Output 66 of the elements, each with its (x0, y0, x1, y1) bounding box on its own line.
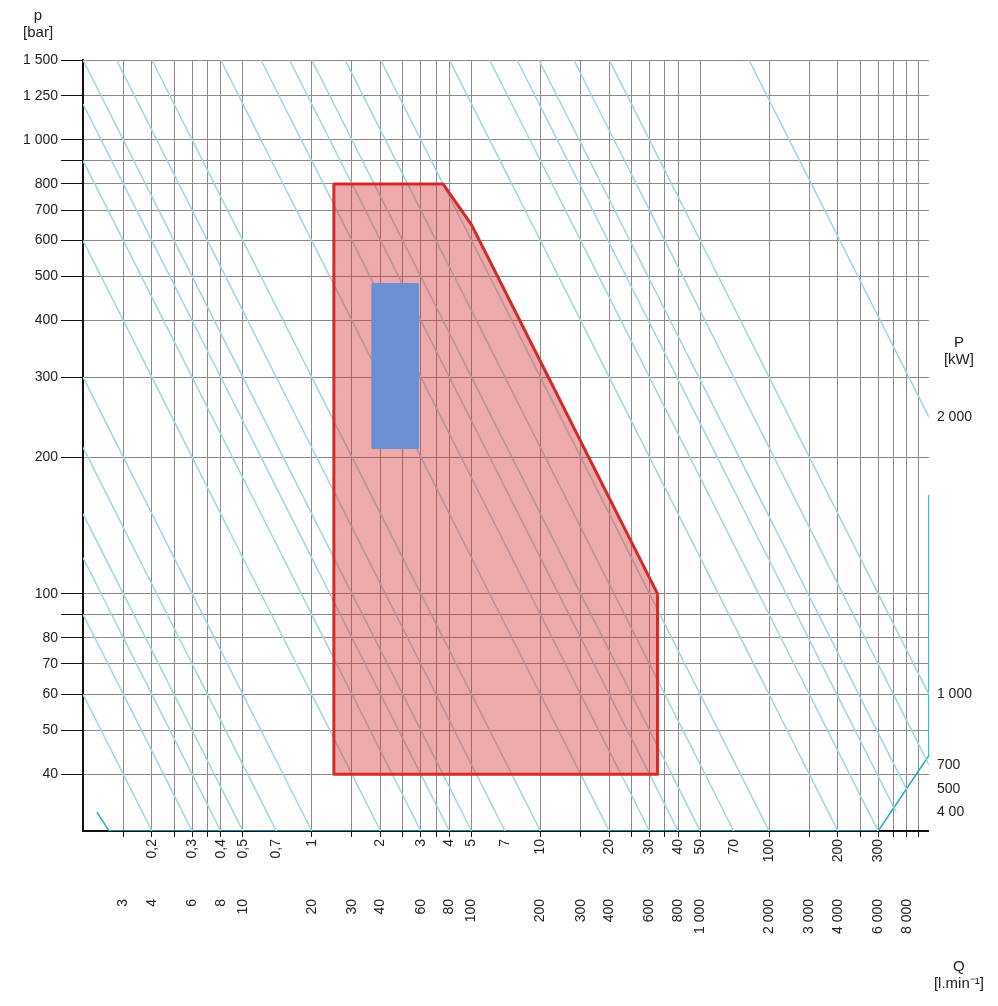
annotation: 5 (462, 838, 479, 847)
y-tick-label: 400 (34, 311, 59, 328)
x-tick-label: 1 000 (691, 898, 708, 935)
annotation: 70 (724, 838, 741, 855)
annotation: 2 000 (936, 407, 973, 424)
annotation: 4 (440, 838, 457, 847)
x-tick-label: 40 (371, 898, 388, 915)
x-tick-label: 8 000 (897, 898, 914, 935)
annotation: 0,7 (267, 838, 284, 859)
y-axis-title: p [bar] (23, 6, 54, 40)
annotation: 2 (371, 838, 388, 847)
y-tick-label: 200 (34, 447, 59, 464)
y-tick-label: 1 000 (22, 130, 59, 147)
annotation: 40 (668, 838, 685, 855)
x-tick-label: 4 000 (828, 898, 845, 935)
x-tick-label: 6 (183, 898, 199, 907)
annotation: 300 (869, 838, 886, 863)
y-tick-label: 70 (42, 654, 59, 671)
annotation: 3 (411, 838, 428, 847)
x-tick-label: 800 (668, 898, 685, 923)
y-tick-label: 50 (42, 721, 59, 738)
y-tick-label: 60 (42, 685, 59, 702)
annotation: 0,4 (211, 838, 228, 859)
x-tick-label: 30 (342, 898, 359, 915)
y-tick-label: 500 (34, 267, 59, 284)
x-tick-label: 60 (411, 898, 428, 915)
x-tick-label: 80 (440, 898, 457, 915)
annotation: 0,3 (183, 838, 199, 859)
annotation: 0,5 (233, 838, 250, 859)
y2-axis-title: P [kW] (943, 333, 974, 368)
annotation: 7 (495, 838, 512, 847)
annotation: 100 (759, 838, 776, 863)
annotation: 200 (828, 838, 845, 863)
annotation: 20 (600, 838, 617, 855)
annotation: 10 (531, 838, 548, 855)
annotation: 30 (640, 838, 657, 855)
x-tick-label: 300 (571, 898, 588, 923)
x-tick-label: 10 (233, 898, 250, 915)
annotation: 4 00 (936, 803, 965, 820)
x-tick-label: 20 (302, 898, 319, 915)
annotation: 0,2 (142, 838, 159, 859)
annotation: 50 (691, 838, 708, 855)
x-tick-label: 2 000 (759, 898, 776, 935)
x-tick-label: 200 (531, 898, 548, 923)
annotation: 1 (302, 838, 319, 847)
x-tick-label: 4 (142, 898, 159, 907)
y-tick-label: 300 (34, 368, 59, 385)
y-tick-label: 1 250 (22, 86, 59, 103)
x-axis-title: Q [l.min⁻¹] (933, 957, 984, 991)
x-tick-label: 3 000 (800, 898, 817, 935)
x-tick-label: 400 (600, 898, 617, 923)
y-tick-label: 100 (34, 584, 59, 601)
y-tick-label: 1 500 (22, 50, 59, 67)
x-tick-label: 100 (462, 898, 479, 923)
x-tick-label: 6 000 (869, 898, 886, 935)
annotation: 1 000 (936, 685, 973, 702)
y-tick-label: 80 (42, 628, 59, 645)
y-tick-label: 600 (34, 231, 59, 248)
annotation: 500 (936, 780, 961, 797)
x-tick-label: 3 (114, 898, 131, 907)
y-tick-label: 800 (34, 174, 59, 191)
y-tick-label: 700 (34, 201, 59, 218)
annotation: 700 (936, 755, 961, 772)
y-tick-label: 40 (42, 765, 59, 782)
x-tick-label: 600 (640, 898, 657, 923)
x-tick-label: 8 (211, 898, 228, 907)
